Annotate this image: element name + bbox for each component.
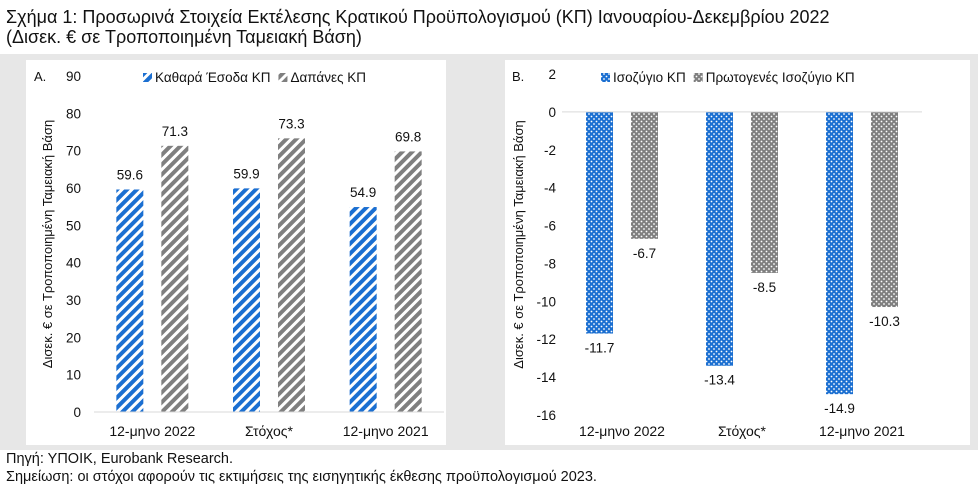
x-tick-label: 12-μηνο 2021: [819, 423, 905, 439]
chart-a-svg: Α. Δισεκ. € σε Τροποποιημένη Ταμειακή Βάσ…: [34, 69, 444, 439]
title-line-2: (Δισεκ. € σε Τροποποιημένη Ταμειακή Βάση…: [6, 27, 362, 47]
y-tick-label: 0: [73, 405, 81, 420]
y-tick-label: 2: [548, 67, 556, 82]
data-label: -14.9: [824, 401, 855, 416]
y-tick-label: 10: [66, 368, 81, 383]
legend-entry: Δαπάνες ΚΠ: [290, 70, 366, 85]
y-tick-label: -14: [536, 370, 556, 385]
source-text: Πηγή: ΥΠΟΙΚ, Eurobank Research.: [6, 451, 234, 467]
bar: [631, 111, 658, 239]
bar: [349, 207, 377, 412]
bar: [116, 189, 144, 412]
y-tick-label: 80: [66, 106, 81, 121]
legend-swatch: [693, 73, 703, 82]
data-label: 54.9: [350, 185, 376, 200]
y-tick-label: 30: [66, 293, 81, 308]
x-tick-label: 12-μηνο 2022: [109, 423, 195, 439]
y-tick-label: 90: [66, 69, 81, 84]
panel-label: Α.: [34, 69, 46, 84]
data-label: 71.3: [162, 124, 188, 139]
y-tick-label: 50: [66, 218, 81, 233]
y-tick-label: 40: [66, 256, 81, 271]
legend-swatch: [278, 73, 288, 82]
data-label: 59.6: [117, 167, 143, 182]
figure-footer: Πηγή: ΥΠΟΙΚ, Eurobank Research. Σημείωση…: [6, 450, 597, 486]
y-tick-label: -4: [544, 181, 556, 196]
legend-entry: Καθαρά Έσοδα ΚΠ: [155, 70, 270, 85]
bar: [394, 151, 422, 412]
data-label: 73.3: [278, 116, 304, 131]
bar: [706, 111, 733, 366]
x-tick-label: 12-μηνο 2021: [343, 423, 429, 439]
chart-b-svg: Β. Δισεκ. € σε Τροποποιημένη Ταμειακή Βάσ…: [511, 67, 922, 439]
x-tick-label: Στόχος*: [245, 423, 293, 439]
legend-entry: Πρωτογενές Ισοζύγιο ΚΠ: [706, 70, 855, 85]
note-text: Σημείωση: οι στόχοι αφορούν τις εκτιμήσε…: [6, 469, 597, 485]
y-tick-label: -12: [536, 332, 556, 347]
bar: [826, 111, 853, 395]
legend-entry: Ισοζύγιο ΚΠ: [613, 70, 686, 85]
y-tick-label: -16: [536, 408, 556, 423]
legend-swatch: [601, 73, 610, 82]
data-label: -13.4: [704, 373, 735, 388]
y-tick-label: -2: [544, 143, 556, 158]
y-tick-label: 70: [66, 144, 81, 159]
x-tick-label: 12-μηνο 2022: [579, 423, 665, 439]
chart-panel-b: Β. Δισεκ. € σε Τροποποιημένη Ταμειακή Βάσ…: [505, 60, 970, 445]
figure-title: Σχήμα 1: Προσωρινά Στοιχεία Εκτέλεσης Κρ…: [6, 7, 974, 47]
y-tick-label: 20: [66, 330, 81, 345]
title-line-1: Σχήμα 1: Προσωρινά Στοιχεία Εκτέλεσης Κρ…: [6, 7, 830, 27]
data-label: 69.8: [395, 129, 421, 144]
y-tick-label: 0: [548, 105, 556, 120]
bar: [278, 138, 305, 412]
y-axis-title: Δισεκ. € σε Τροποποιημένη Ταμειακή Βάση: [40, 120, 55, 368]
bar: [751, 111, 778, 273]
bar: [586, 111, 613, 334]
chart-panel-a: Α. Δισεκ. € σε Τροποποιημένη Ταμειακή Βάσ…: [26, 60, 446, 445]
data-label: -6.7: [633, 246, 656, 261]
y-tick-label: -6: [544, 219, 556, 234]
y-tick-label: -10: [536, 294, 556, 309]
data-label: -11.7: [585, 341, 615, 356]
y-tick-label: -8: [544, 256, 556, 271]
data-label: 59.9: [233, 166, 259, 181]
data-label: -10.3: [869, 314, 900, 329]
bar: [161, 145, 189, 412]
bar: [871, 111, 898, 308]
y-tick-label: 60: [66, 181, 81, 196]
x-tick-label: Στόχος*: [718, 423, 766, 439]
data-label: -8.5: [753, 280, 776, 295]
legend-swatch: [143, 73, 152, 82]
bar: [233, 188, 260, 412]
panel-label: Β.: [512, 69, 524, 84]
y-axis-title: Δισεκ. € σε Τροποποιημένη Ταμειακή Βάση: [511, 120, 526, 368]
